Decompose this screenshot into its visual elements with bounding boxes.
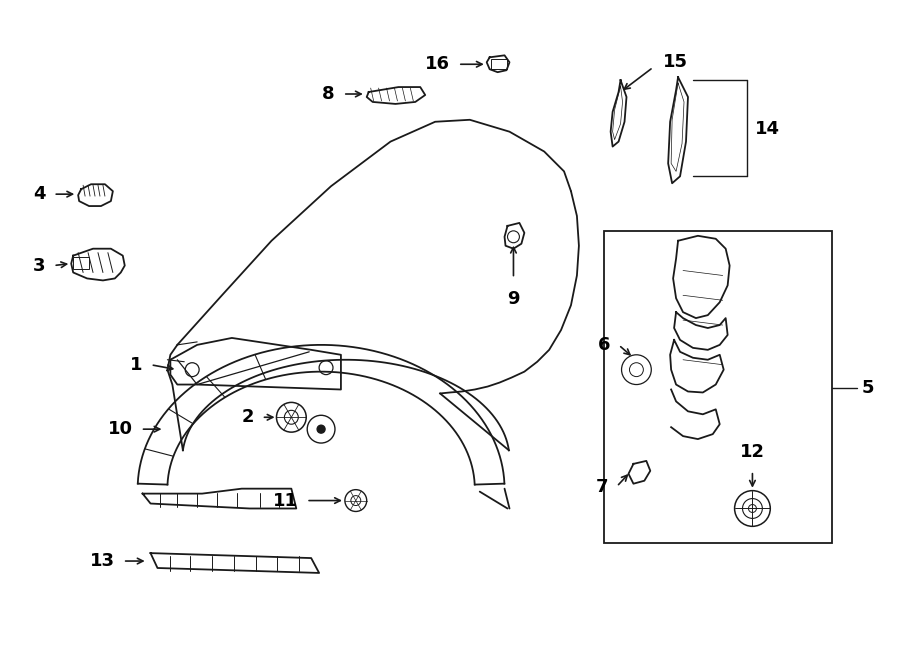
- Bar: [73, 256, 89, 268]
- Text: 5: 5: [861, 379, 874, 397]
- Text: 9: 9: [508, 290, 519, 308]
- Text: 11: 11: [274, 492, 298, 510]
- Text: 13: 13: [90, 552, 115, 570]
- Text: 16: 16: [425, 56, 450, 73]
- Text: 3: 3: [33, 256, 45, 274]
- Text: 6: 6: [598, 336, 610, 354]
- Text: 8: 8: [322, 85, 335, 103]
- Circle shape: [317, 425, 325, 433]
- Text: 14: 14: [755, 120, 780, 137]
- Text: 1: 1: [130, 356, 142, 373]
- Text: 10: 10: [108, 420, 132, 438]
- Text: 7: 7: [596, 478, 608, 496]
- Text: 15: 15: [663, 54, 688, 71]
- Bar: [604, 231, 832, 543]
- Text: 12: 12: [740, 443, 765, 461]
- Text: 2: 2: [241, 408, 254, 426]
- Text: 4: 4: [33, 185, 45, 203]
- Bar: [491, 59, 507, 69]
